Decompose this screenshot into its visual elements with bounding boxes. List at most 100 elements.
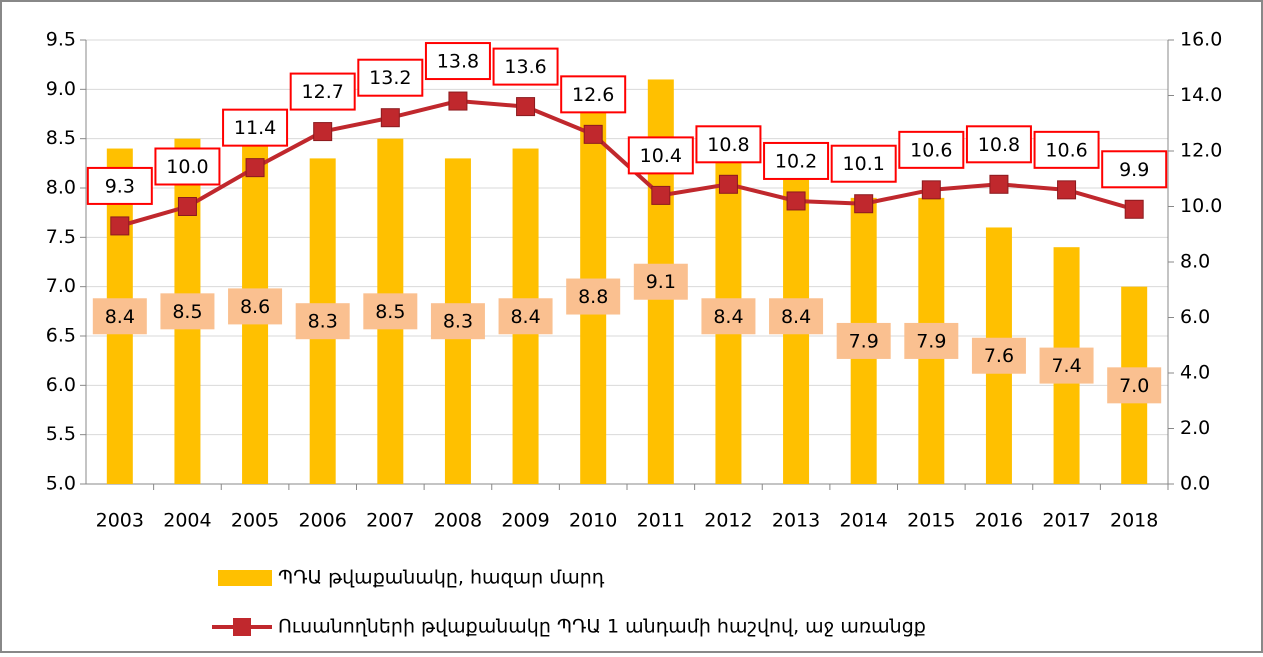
data-label-box [1033, 130, 1100, 169]
data-label: 10.6 [1045, 139, 1087, 161]
data-label: 10.0 [166, 156, 208, 178]
data-label: 8.8 [578, 286, 608, 308]
data-label: 10.4 [640, 145, 682, 167]
marker [110, 216, 130, 236]
x-tick-label: 2011 [637, 510, 685, 532]
data-label-box [836, 322, 891, 359]
y2ticks-label: 14.0 [1180, 84, 1222, 106]
data-label-box [363, 293, 418, 330]
marker [1057, 180, 1077, 200]
x-tick-label: 2007 [366, 510, 414, 532]
data-label: 8.4 [105, 306, 135, 328]
data-label-box [228, 288, 283, 325]
data-label: 8.4 [713, 306, 743, 328]
yticks-label: 6.0 [46, 374, 76, 396]
y2ticks-label: 10.0 [1180, 195, 1222, 217]
yticks-label: 7.5 [46, 226, 76, 248]
x-tick-label: 2008 [434, 510, 482, 532]
data-label-box [971, 337, 1026, 374]
x-tick-label: 2012 [704, 510, 752, 532]
data-label-box [701, 298, 756, 335]
marker [380, 108, 400, 128]
y2ticks-label: 6.0 [1180, 306, 1210, 328]
data-label-box [86, 166, 153, 205]
data-label-box [965, 125, 1032, 164]
marker [921, 180, 941, 200]
data-label-box [154, 147, 221, 186]
legend-label: ՊԴԱ թվաքանակը, հազար մարդ [278, 567, 605, 589]
data-label: 10.8 [978, 134, 1020, 156]
x-tick-label: 2003 [96, 510, 144, 532]
y2ticks-label: 2.0 [1180, 417, 1210, 439]
data-label: 7.4 [1051, 355, 1081, 377]
data-label: 8.6 [240, 296, 270, 318]
data-label: 10.1 [843, 153, 885, 175]
data-label-box [1101, 150, 1168, 189]
data-label: 7.9 [916, 330, 946, 352]
data-label: 10.6 [910, 139, 952, 161]
x-tick-label: 2018 [1110, 510, 1158, 532]
data-label: 10.8 [707, 134, 749, 156]
data-label: 8.4 [510, 306, 540, 328]
x-tick-label: 2017 [1042, 510, 1090, 532]
marker [313, 122, 333, 142]
data-label-box [492, 47, 559, 86]
y2ticks-label: 12.0 [1180, 140, 1222, 162]
data-label-box [560, 75, 627, 114]
marker [651, 185, 671, 205]
yticks-label: 8.5 [46, 127, 76, 149]
data-label: 13.6 [504, 56, 546, 78]
data-label-box [289, 72, 356, 111]
data-label-box [769, 298, 824, 335]
yticks-label: 7.0 [46, 275, 76, 297]
data-label: 9.9 [1119, 159, 1149, 181]
data-label-box [498, 298, 553, 335]
data-label-box [904, 322, 959, 359]
data-label-box [1107, 367, 1162, 404]
marker [718, 174, 738, 194]
data-label-box [830, 144, 897, 183]
x-tick-label: 2014 [840, 510, 888, 532]
x-tick-label: 2006 [299, 510, 347, 532]
yticks-label: 8.0 [46, 177, 76, 199]
data-label: 11.4 [234, 117, 276, 139]
data-label: 7.6 [984, 345, 1014, 367]
x-tick-label: 2015 [907, 510, 955, 532]
y2ticks-label: 16.0 [1180, 29, 1222, 51]
data-label: 10.2 [775, 150, 817, 172]
legend-label: Ուսանողների թվաքանակը ՊԴԱ 1 անդամի հաշվո… [278, 616, 926, 638]
data-label: 8.3 [308, 311, 338, 333]
marker [516, 97, 536, 117]
data-label-box [633, 263, 688, 300]
data-label-box [295, 303, 350, 340]
data-label: 8.4 [781, 306, 811, 328]
data-label-box [898, 130, 965, 169]
data-label-box [763, 141, 830, 180]
x-tick-label: 2009 [501, 510, 549, 532]
marker [448, 91, 468, 111]
yticks-label: 5.0 [46, 473, 76, 495]
data-label-box [430, 303, 485, 340]
yticks-label: 9.5 [46, 29, 76, 51]
marker [245, 158, 265, 178]
x-tick-label: 2016 [975, 510, 1023, 532]
x-tick-label: 2010 [569, 510, 617, 532]
data-label: 9.1 [646, 271, 676, 293]
y2ticks-label: 0.0 [1180, 473, 1210, 495]
y2ticks-label: 4.0 [1180, 362, 1210, 384]
data-label: 8.5 [375, 301, 405, 323]
data-label: 13.8 [437, 51, 479, 73]
marker [786, 191, 806, 211]
data-label: 9.3 [105, 175, 135, 197]
yticks-label: 5.5 [46, 423, 76, 445]
data-label-box [627, 136, 694, 175]
marker [854, 194, 874, 214]
yticks-label: 9.0 [46, 78, 76, 100]
data-label: 7.9 [849, 330, 879, 352]
data-label-box [1039, 347, 1094, 384]
x-tick-label: 2013 [772, 510, 820, 532]
marker [989, 174, 1009, 194]
data-label: 12.6 [572, 84, 614, 106]
data-label-box [160, 293, 215, 330]
